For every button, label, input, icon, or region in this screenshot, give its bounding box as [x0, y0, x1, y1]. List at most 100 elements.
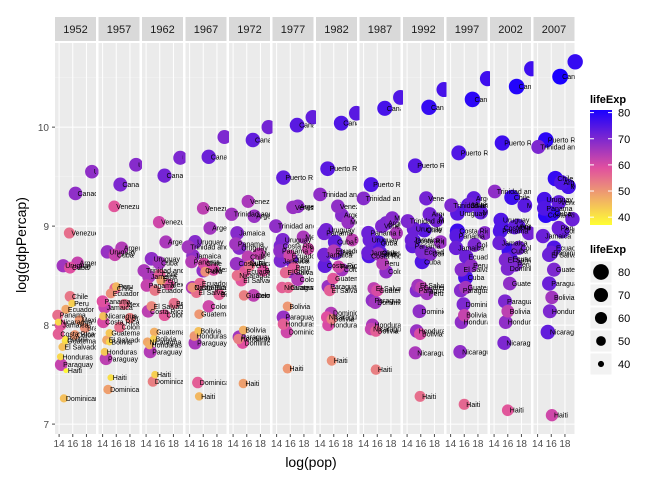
size-legend-dot: [596, 336, 606, 346]
facet-panel-1957: 1957141618United StatesCanadaVenezuelaAr…: [96, 17, 181, 450]
point-label: Brazil: [221, 292, 239, 299]
point-label: Jamaica: [370, 250, 396, 257]
data-point: [108, 200, 121, 213]
data-point: [283, 249, 296, 262]
point-label: Cuba: [249, 260, 266, 267]
point-label: Canada: [431, 105, 456, 112]
point-label: Uruguay: [109, 249, 136, 256]
data-point: [554, 175, 569, 191]
point-label: United States: [138, 162, 181, 169]
data-point: [282, 301, 293, 312]
y-tick-label: 10: [38, 123, 50, 134]
point-label: Peru: [252, 263, 267, 270]
point-label: Guatemala: [556, 267, 590, 274]
point-label: Brazil: [531, 231, 549, 238]
point-label: Ecuador: [113, 291, 140, 298]
x-tick-label: 14: [141, 439, 153, 450]
point-label: Honduras: [196, 334, 227, 341]
point-label: Costa Rica: [194, 285, 228, 292]
data-point: [105, 338, 113, 346]
point-label: Ecuador: [336, 248, 363, 255]
data-point: [99, 352, 113, 366]
data-point: [213, 288, 225, 301]
point-label: Chile: [514, 195, 530, 202]
point-label: Paraguay: [63, 362, 93, 369]
point-label: Cuba: [337, 239, 354, 246]
data-point: [567, 54, 583, 70]
point-label: Colombia: [300, 277, 330, 284]
data-point: [52, 309, 64, 321]
data-point: [498, 294, 513, 309]
x-tick-label: 14: [97, 439, 109, 450]
data-point: [521, 225, 537, 241]
point-label: Guatemala: [335, 276, 369, 283]
point-label: Nicaragua: [149, 339, 181, 346]
point-labels: United States Canada Venezuela ArgentinaUru…: [105, 162, 181, 394]
color-legend-title: lifeExp: [590, 94, 626, 106]
point-label: Mexico: [527, 203, 549, 210]
size-legend: lifeExp 80 70 60 50 40: [589, 244, 630, 376]
point-label: Argentina: [212, 226, 242, 233]
x-tick-label: 18: [211, 439, 223, 450]
x-tick-label: 18: [559, 439, 571, 450]
point-label: Argentina: [432, 212, 462, 219]
x-tick-label: 14: [358, 439, 370, 450]
data-point: [400, 214, 415, 229]
x-tick-label: 16: [67, 439, 79, 450]
data-point: [146, 301, 157, 312]
point-label: Venezuela: [384, 224, 417, 231]
facet-strip-label: 1957: [107, 24, 131, 36]
point-label: Bolivia: [466, 313, 487, 320]
point-label: Dominican Republic: [110, 387, 173, 394]
point-label: Canada: [562, 74, 587, 81]
point-label: Dominican Republic: [200, 380, 263, 387]
x-tick-label: 16: [111, 439, 123, 450]
y-axis: 7 8 9 10: [38, 123, 55, 431]
color-legend-label: 80: [618, 108, 630, 120]
data-point: [273, 244, 287, 258]
point-label: United States: [226, 135, 269, 142]
point-label: Peru: [429, 291, 444, 298]
data-point: [542, 247, 557, 263]
data-point: [326, 313, 337, 325]
point-label: Costa Rica: [371, 253, 405, 260]
point-label: Mexico: [350, 220, 372, 227]
color-legend-label: 40: [618, 212, 630, 224]
data-point: [542, 276, 557, 291]
point-label: Nicaragua: [373, 327, 405, 334]
data-point: [156, 275, 166, 286]
point-label: Cuba: [293, 257, 310, 264]
point-label: Puerto Rico: [285, 175, 322, 182]
data-point: [118, 298, 130, 310]
point-label: Dominican Republic: [245, 340, 308, 347]
color-legend-label: 70: [618, 134, 630, 146]
point-label: El Salvador: [109, 337, 145, 344]
point-label: Paraguay: [419, 288, 449, 295]
x-tick-label: 16: [415, 439, 427, 450]
point-label: Honduras: [374, 323, 405, 330]
point-label: Nicaragua: [194, 285, 226, 292]
data-point: [200, 266, 211, 277]
point-label: Argentina: [80, 260, 110, 267]
x-tick-label: 16: [372, 439, 384, 450]
data-point: [97, 316, 110, 329]
data-point: [371, 247, 385, 261]
data-point: [217, 130, 232, 145]
data-point: [444, 198, 459, 213]
size-legend-label: 50: [618, 336, 630, 348]
x-tick-label: 14: [445, 439, 457, 450]
point-label: Haiti: [68, 368, 82, 375]
data-point: [313, 187, 327, 202]
point-label: Peru: [296, 265, 311, 272]
point-label: Cuba: [205, 268, 222, 275]
data-point: [345, 233, 359, 247]
panel-background: [98, 43, 140, 434]
point-label: Paraguay: [330, 284, 360, 291]
point-label: Peru: [561, 226, 576, 233]
data-point: [143, 345, 157, 359]
data-point: [64, 291, 76, 302]
point-label: Ecuador: [68, 307, 95, 314]
point-label: Venezuela: [561, 200, 594, 207]
